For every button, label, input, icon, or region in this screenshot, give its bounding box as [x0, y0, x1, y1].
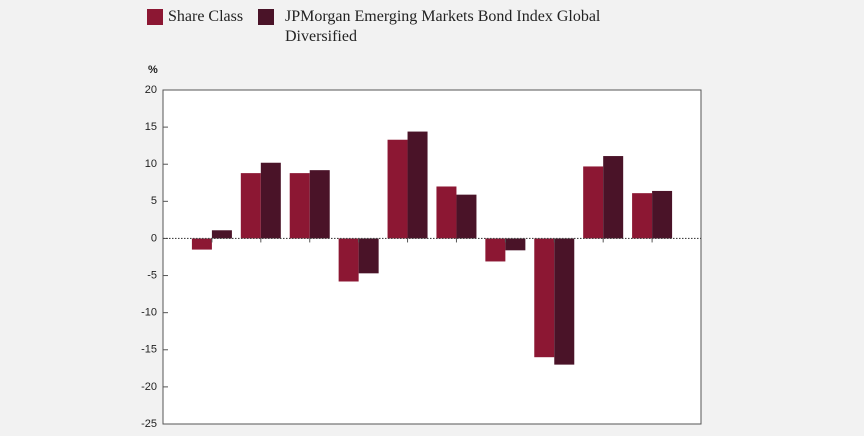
- bar: [485, 238, 506, 262]
- bar: [407, 131, 428, 239]
- bar: [505, 238, 526, 251]
- y-tick-label: 20: [145, 84, 157, 96]
- legend-swatch: [258, 9, 274, 25]
- plot-area: [162, 89, 702, 425]
- bar: [260, 162, 281, 239]
- bar: [583, 166, 604, 239]
- y-tick-label: -5: [147, 269, 157, 281]
- y-tick-label: -10: [141, 307, 157, 319]
- legend-swatch: [147, 9, 163, 25]
- bar: [240, 173, 261, 239]
- bar: [534, 238, 555, 358]
- bar: [436, 186, 457, 239]
- y-axis-label: %: [148, 64, 158, 76]
- bar: [387, 139, 408, 239]
- y-tick-label: -25: [141, 418, 157, 430]
- legend-label: JPMorgan Emerging Markets Bond Index Glo…: [285, 8, 601, 45]
- bar: [289, 173, 310, 239]
- bar: [603, 156, 624, 239]
- bar: [632, 193, 653, 239]
- bar: [338, 238, 359, 282]
- bar: [456, 194, 477, 239]
- y-tick-label: 15: [145, 121, 157, 133]
- bar: [554, 238, 575, 365]
- y-tick-label: 10: [145, 158, 157, 170]
- bar: [309, 170, 330, 239]
- y-tick-label: 5: [151, 195, 157, 207]
- bar: [211, 230, 232, 239]
- bar: [652, 190, 673, 239]
- y-tick-label: -15: [141, 344, 157, 356]
- y-tick-label: -20: [141, 381, 157, 393]
- bar: [358, 238, 379, 274]
- bar: [191, 238, 212, 250]
- y-tick-label: 0: [151, 232, 157, 244]
- legend-label: Share Class: [168, 8, 244, 25]
